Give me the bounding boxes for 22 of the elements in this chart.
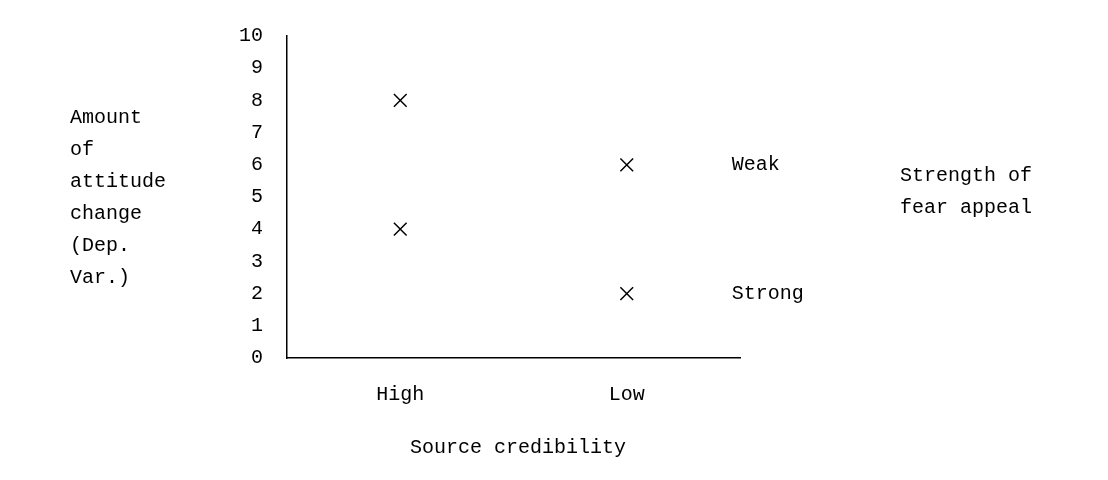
y-tick-label: 3 — [250, 249, 263, 273]
x-tick-label: Low — [608, 383, 645, 407]
x-axis-title: Source credibility — [408, 435, 627, 461]
y-tick-label: 2 — [250, 281, 263, 305]
y-tick-label: 8 — [250, 88, 263, 112]
y-axis-title: Amount of attitude change (Dep. Var.) — [70, 105, 167, 291]
y-tick-label: 7 — [250, 120, 263, 144]
point — [619, 286, 634, 301]
text: Weak — [731, 153, 780, 177]
y-tick-label: 1 — [250, 314, 263, 338]
x-tick-label: High — [376, 383, 425, 407]
y-tick-label: 0 — [250, 346, 263, 370]
point — [619, 157, 634, 172]
y-tick-label: 6 — [250, 153, 263, 177]
y-tick-label: 9 — [250, 56, 263, 80]
text: Strong — [731, 281, 804, 305]
point — [393, 93, 408, 108]
y-tick-label: 10 — [238, 24, 263, 48]
legend-title: Strength of fear appeal — [900, 163, 1034, 221]
point — [393, 222, 408, 237]
y-tick-label: 5 — [250, 185, 263, 209]
y-tick-label: 4 — [250, 217, 263, 241]
